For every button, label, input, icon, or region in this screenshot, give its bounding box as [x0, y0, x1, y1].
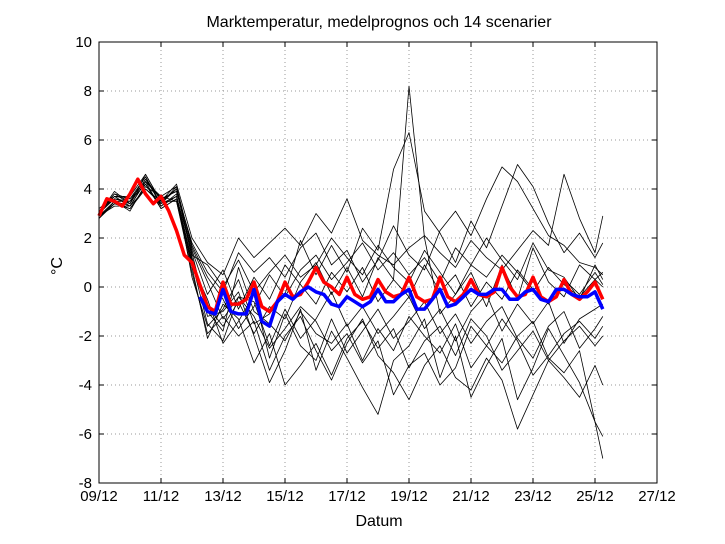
plot-area [97, 85, 605, 459]
y-tick-label: 4 [84, 181, 92, 198]
scenario-line-14 [98, 181, 604, 300]
x-tick-label: 17/12 [328, 488, 366, 505]
scenario-line-4 [98, 188, 604, 437]
x-tick-label: 09/12 [80, 488, 118, 505]
x-tick-label: 13/12 [204, 488, 242, 505]
x-axis-label: Datum [355, 513, 402, 530]
y-axis-label: °C [49, 257, 66, 275]
y-tick-label: 10 [75, 34, 92, 51]
axis-ticks: 09/12 11/12 13/12 15/12 17/12 19/12 21/12 23/12… [75, 34, 675, 505]
y-tick-label: -2 [79, 328, 92, 345]
chart-title: Marktemperatur, medelprognos och 14 scen… [206, 14, 552, 31]
x-tick-label: 23/12 [514, 488, 552, 505]
x-tick-label: 27/12 [638, 488, 676, 505]
y-tick-label: -4 [79, 377, 92, 394]
scenario-line-7 [98, 186, 604, 386]
scenario-line-12 [98, 176, 604, 330]
y-tick-label: 0 [84, 279, 92, 296]
y-tick-label: 6 [84, 132, 92, 149]
scenario-line-8 [98, 173, 604, 276]
x-tick-label: 19/12 [390, 488, 428, 505]
y-tick-label: -8 [79, 475, 92, 492]
y-tick-label: 2 [84, 230, 92, 247]
x-tick-label: 15/12 [266, 488, 304, 505]
y-tick-label: -6 [79, 426, 92, 443]
y-tick-label: 8 [84, 83, 92, 100]
scenario-line-11 [98, 183, 604, 376]
mean-forecast-line-cold [198, 285, 605, 328]
x-tick-label: 11/12 [143, 488, 179, 505]
x-tick-label: 25/12 [576, 488, 614, 505]
x-tick-label: 21/12 [452, 488, 490, 505]
axes-frame [98, 41, 658, 484]
scenario-line-13 [98, 188, 604, 430]
